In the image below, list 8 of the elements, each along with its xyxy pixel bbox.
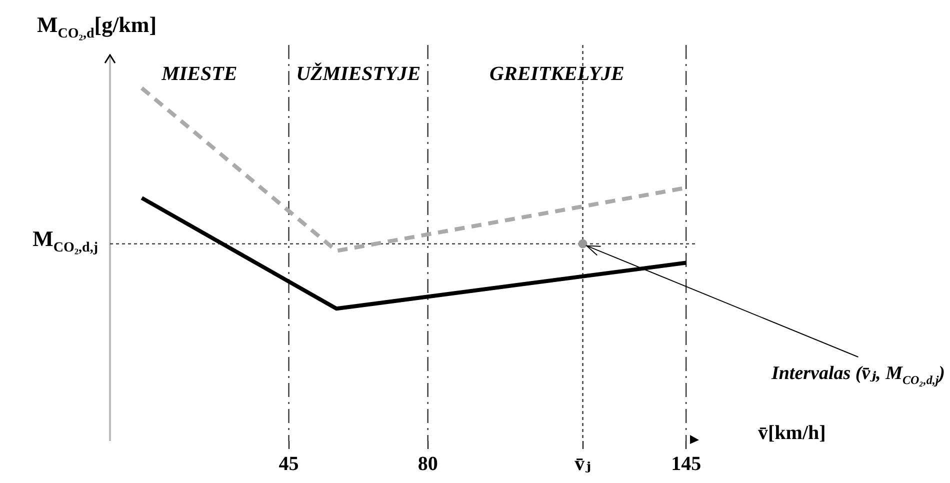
text: MIESTE [160,63,238,85]
text: GREITKELYJE [490,63,624,85]
x-axis-title: v̄[km/h] [758,422,826,444]
x-tick-label: 80 [418,453,438,476]
text: UŽMIESTYJE [296,62,421,85]
x-tick-label: v̄ⱼ [574,453,591,476]
x-tick-label: 145 [671,453,702,476]
x-tick-label: 45 [278,453,299,476]
